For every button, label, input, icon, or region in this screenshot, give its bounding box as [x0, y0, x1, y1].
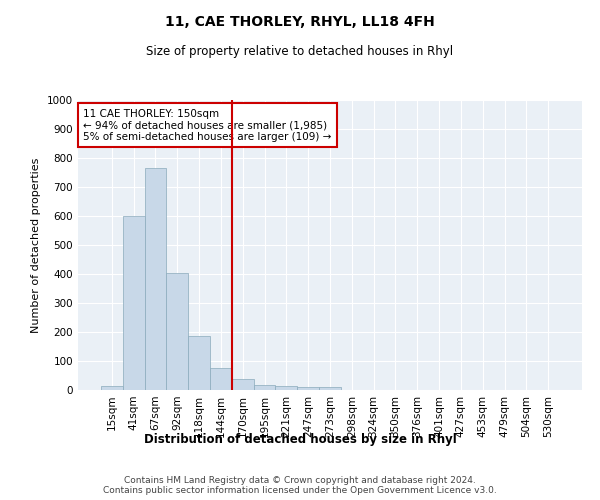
- Bar: [166, 273, 188, 390]
- Bar: [297, 387, 319, 390]
- Text: 11, CAE THORLEY, RHYL, LL18 4FH: 11, CAE THORLEY, RHYL, LL18 4FH: [165, 15, 435, 29]
- Bar: [101, 386, 123, 390]
- Bar: [275, 386, 297, 390]
- Text: Contains HM Land Registry data © Crown copyright and database right 2024.
Contai: Contains HM Land Registry data © Crown c…: [103, 476, 497, 495]
- Bar: [123, 216, 145, 390]
- Bar: [254, 385, 275, 390]
- Text: Distribution of detached houses by size in Rhyl: Distribution of detached houses by size …: [143, 432, 457, 446]
- Text: Size of property relative to detached houses in Rhyl: Size of property relative to detached ho…: [146, 45, 454, 58]
- Bar: [319, 387, 341, 390]
- Bar: [188, 336, 210, 390]
- Bar: [232, 379, 254, 390]
- Y-axis label: Number of detached properties: Number of detached properties: [31, 158, 41, 332]
- Text: 11 CAE THORLEY: 150sqm
← 94% of detached houses are smaller (1,985)
5% of semi-d: 11 CAE THORLEY: 150sqm ← 94% of detached…: [83, 108, 331, 142]
- Bar: [210, 368, 232, 390]
- Bar: [145, 168, 166, 390]
